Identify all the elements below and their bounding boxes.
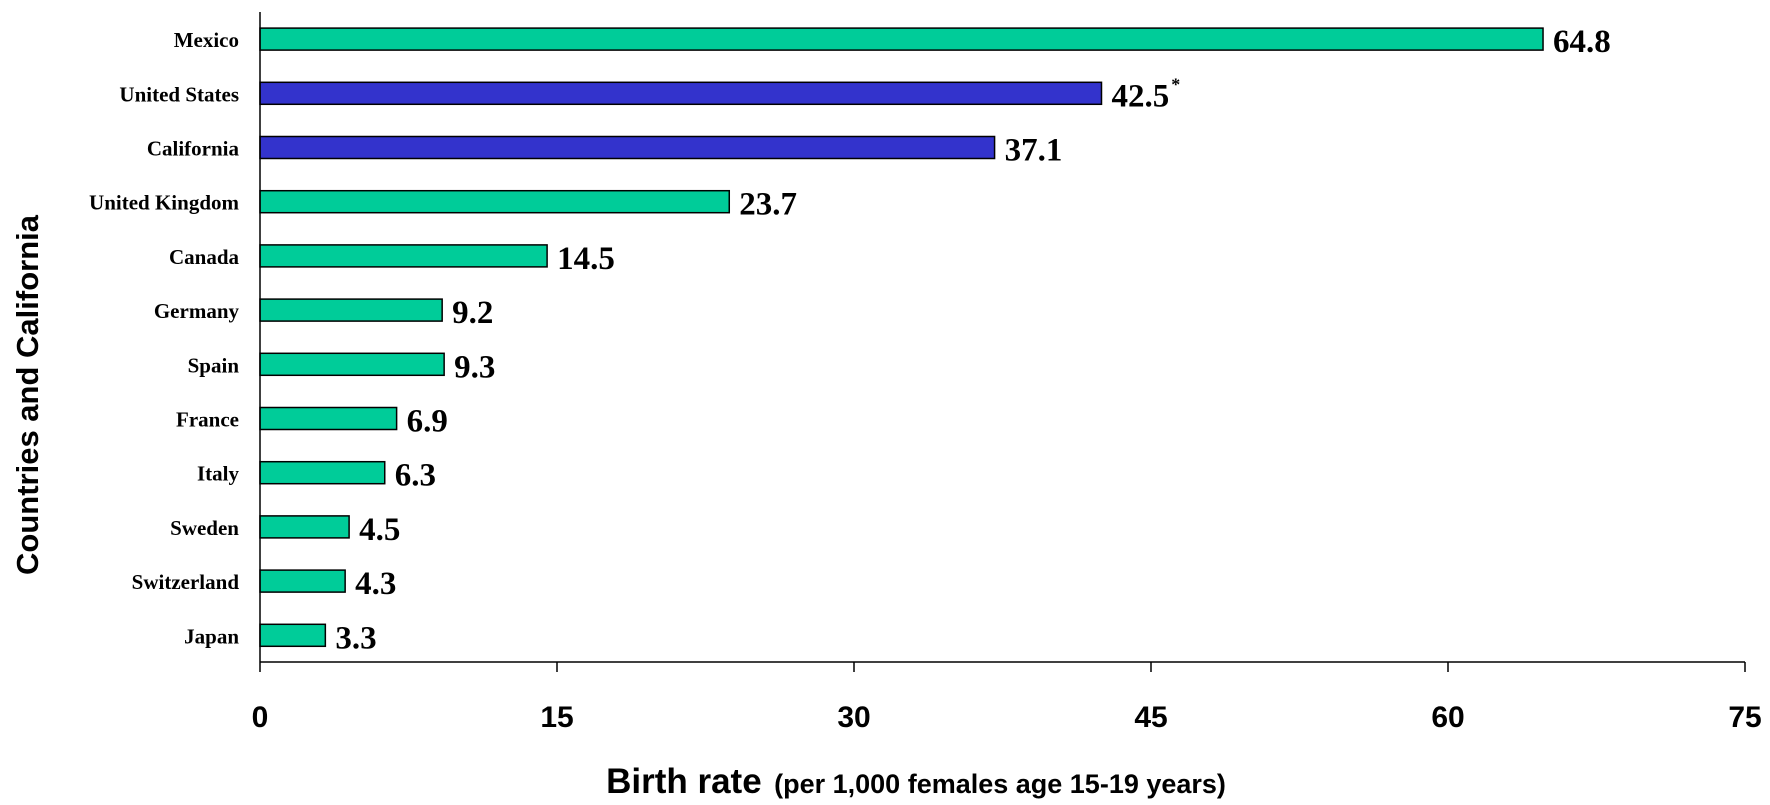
bar-spain xyxy=(259,352,445,377)
value-label: 6.9 xyxy=(407,404,448,440)
category-label: California xyxy=(147,137,240,161)
bar-switzerland xyxy=(259,569,346,593)
footnote-marker: * xyxy=(1171,74,1180,94)
category-label: Italy xyxy=(197,462,240,486)
bar-united-states xyxy=(259,81,1103,106)
x-axis-title-main: Birth rate xyxy=(606,762,762,801)
axes-group: 0 15 30 45 60 75 xyxy=(252,12,1762,734)
value-label: 14.5 xyxy=(557,241,615,277)
bar-united-kingdom xyxy=(259,189,731,214)
value-label: 9.2 xyxy=(452,295,493,331)
value-label: 9.3 xyxy=(454,349,495,385)
bar-mexico xyxy=(259,27,1544,51)
category-label: France xyxy=(176,408,239,432)
category-label: Spain xyxy=(188,353,240,377)
value-label: 4.5 xyxy=(359,512,400,548)
x-tick-label: 30 xyxy=(837,701,870,734)
x-tick-label: 0 xyxy=(252,701,269,734)
bar-canada xyxy=(259,244,548,268)
x-tick-label: 60 xyxy=(1431,701,1464,734)
bar-italy xyxy=(259,460,386,485)
category-label: Germany xyxy=(154,299,240,323)
x-axis-title: Birth rate (per 1,000 females age 15-19 … xyxy=(606,762,1226,801)
category-label: Switzerland xyxy=(132,570,240,594)
bar-germany xyxy=(259,298,443,322)
value-label: 64.8 xyxy=(1553,24,1611,60)
value-label: 6.3 xyxy=(395,458,436,494)
x-tick-label: 75 xyxy=(1728,701,1761,734)
bar-california xyxy=(259,135,996,160)
x-axis-title-sub: (per 1,000 females age 15-19 years) xyxy=(774,769,1226,799)
bars-group: Mexico 64.8 United States 42.5 * California 37… xyxy=(89,24,1611,656)
category-label: Sweden xyxy=(170,516,239,540)
value-label: 4.3 xyxy=(355,566,396,602)
value-label: 23.7 xyxy=(739,187,797,223)
x-tick-label: 15 xyxy=(540,701,573,734)
bar-france xyxy=(259,406,398,431)
value-label: 42.5 * xyxy=(1112,74,1181,114)
y-axis-title: Countries and California xyxy=(10,214,45,575)
category-label: United Kingdom xyxy=(89,191,239,215)
bar-japan xyxy=(259,623,327,648)
category-label: Canada xyxy=(169,245,240,269)
category-label: Japan xyxy=(184,624,239,648)
x-tick-label: 45 xyxy=(1134,701,1167,734)
value-label: 3.3 xyxy=(335,620,376,656)
value-label: 37.1 xyxy=(1005,133,1063,169)
category-label: United States xyxy=(119,82,239,106)
category-label: Mexico xyxy=(174,28,239,52)
bar-sweden xyxy=(259,515,350,539)
